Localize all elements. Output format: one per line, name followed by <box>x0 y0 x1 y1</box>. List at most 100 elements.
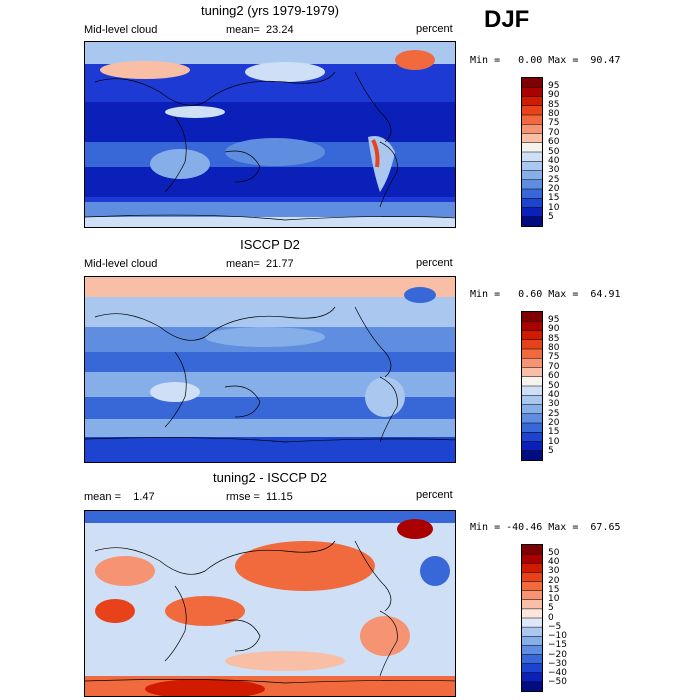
colorbar-swatch <box>522 608 542 619</box>
colorbar-swatch <box>522 395 542 405</box>
colorbar-swatch <box>522 581 542 592</box>
colorbar-swatch <box>522 189 542 199</box>
colorbar-swatch <box>522 207 542 218</box>
colorbar-swatch <box>522 87 542 97</box>
colorbar-tick-label: 95 <box>548 80 560 91</box>
colorbar-swatch <box>522 441 542 452</box>
colorbar-swatch <box>522 413 542 424</box>
colorbar-swatch <box>522 404 542 415</box>
panel-1-map <box>84 41 456 228</box>
colorbar-tick-label: 85 <box>548 99 560 110</box>
colorbar-swatch <box>522 152 542 162</box>
panel-2-units-label: percent <box>416 257 453 269</box>
colorbar-swatch <box>522 216 542 226</box>
colorbar-tick-label: 50 <box>548 146 560 157</box>
panel-1-mean-label: mean= 23.24 <box>226 24 294 36</box>
colorbar-tick-label: 25 <box>548 174 560 185</box>
colorbar-tick-label: 15 <box>548 193 560 204</box>
colorbar-tick-label: 5 <box>548 212 554 223</box>
colorbar-swatch <box>522 115 542 125</box>
colorbar-tick-label: 5 <box>548 446 554 457</box>
panel-3-colorbar <box>521 544 543 692</box>
colorbar-swatch <box>522 450 542 460</box>
panel-3-min-max: Min = -40.46 Max = 67.65 <box>470 522 621 533</box>
colorbar-swatch <box>522 636 542 646</box>
colorbar-tick-label: 90 <box>548 90 560 101</box>
panel-1-map-svg <box>85 42 455 227</box>
colorbar-tick-label: −50 <box>548 677 567 688</box>
colorbar-swatch <box>522 663 542 674</box>
colorbar-tick-label: −15 <box>548 640 567 651</box>
colorbar-tick-label: 80 <box>548 109 560 119</box>
colorbar-tick-label: 60 <box>548 137 560 148</box>
panel-1-colorbar <box>521 77 543 227</box>
colorbar-tick-label: 20 <box>548 418 560 428</box>
colorbar-swatch <box>522 312 542 322</box>
panel-2-map-svg <box>85 277 455 462</box>
colorbar-swatch <box>522 554 542 564</box>
colorbar-tick-label: 15 <box>548 427 560 438</box>
panel-3-map-svg <box>85 511 455 696</box>
colorbar-tick-label: 60 <box>548 371 560 382</box>
colorbar-tick-label: 75 <box>548 352 560 363</box>
colorbar-tick-label: −5 <box>548 621 562 632</box>
colorbar-swatch <box>522 423 542 433</box>
colorbar-tick-label: 95 <box>548 314 560 325</box>
colorbar-tick-label: 30 <box>548 566 560 577</box>
colorbar-swatch <box>522 161 542 171</box>
colorbar-tick-label: 20 <box>548 184 560 194</box>
panel-2-colorbar <box>521 311 543 461</box>
colorbar-swatch <box>522 432 542 442</box>
colorbar-tick-label: 40 <box>548 557 560 567</box>
colorbar-tick-label: 50 <box>548 380 560 391</box>
colorbar-swatch <box>522 590 542 601</box>
panel-3-map <box>84 510 456 697</box>
colorbar-tick-label: 10 <box>548 436 560 447</box>
panel-2-title: ISCCP D2 <box>240 237 300 252</box>
colorbar-tick-label: 85 <box>548 333 560 344</box>
colorbar-tick-label: 40 <box>548 155 560 166</box>
colorbar-tick-label: 80 <box>548 343 560 353</box>
colorbar-tick-label: 5 <box>548 603 554 614</box>
colorbar-swatch <box>522 618 542 628</box>
colorbar-tick-label: 90 <box>548 324 560 335</box>
colorbar-swatch <box>522 645 542 656</box>
colorbar-tick-label: 70 <box>548 127 560 138</box>
colorbar-tick-label: 15 <box>548 584 560 595</box>
colorbar-swatch <box>522 672 542 683</box>
colorbar-swatch <box>522 142 542 153</box>
panel-2-min-max: Min = 0.60 Max = 64.91 <box>470 289 621 300</box>
colorbar-swatch <box>522 681 542 691</box>
colorbar-swatch <box>522 627 542 637</box>
panel-2-variable-label: Mid-level cloud <box>84 258 158 270</box>
colorbar-swatch <box>522 330 542 341</box>
colorbar-tick-label: 10 <box>548 594 560 604</box>
colorbar-swatch <box>522 358 542 368</box>
colorbar-swatch <box>522 321 542 331</box>
colorbar-swatch <box>522 96 542 107</box>
colorbar-tick-label: 0 <box>548 612 554 623</box>
colorbar-swatch <box>522 170 542 181</box>
colorbar-tick-label: −30 <box>548 658 567 669</box>
panel-1-variable-label: Mid-level cloud <box>84 24 158 36</box>
colorbar-tick-label: 20 <box>548 575 560 586</box>
colorbar-swatch <box>522 572 542 583</box>
colorbar-swatch <box>522 367 542 378</box>
colorbar-tick-label: −20 <box>548 649 567 660</box>
colorbar-tick-label: 40 <box>548 389 560 400</box>
colorbar-swatch <box>522 376 542 387</box>
colorbar-tick-label: 70 <box>548 361 560 372</box>
colorbar-swatch <box>522 179 542 190</box>
colorbar-swatch <box>522 198 542 208</box>
colorbar-swatch <box>522 349 542 359</box>
panel-1-min-max: Min = 0.00 Max = 90.47 <box>470 55 621 66</box>
panel-3-units-label: percent <box>416 489 453 501</box>
colorbar-swatch <box>522 124 542 134</box>
colorbar-swatch <box>522 133 542 144</box>
colorbar-swatch <box>522 599 542 610</box>
panel-2-colorbar-svg <box>522 312 542 460</box>
colorbar-tick-label: 75 <box>548 118 560 129</box>
colorbar-swatch <box>522 545 542 555</box>
panel-3-rmse-label: rmse = 11.15 <box>226 491 293 503</box>
season-label: DJF <box>484 6 530 33</box>
